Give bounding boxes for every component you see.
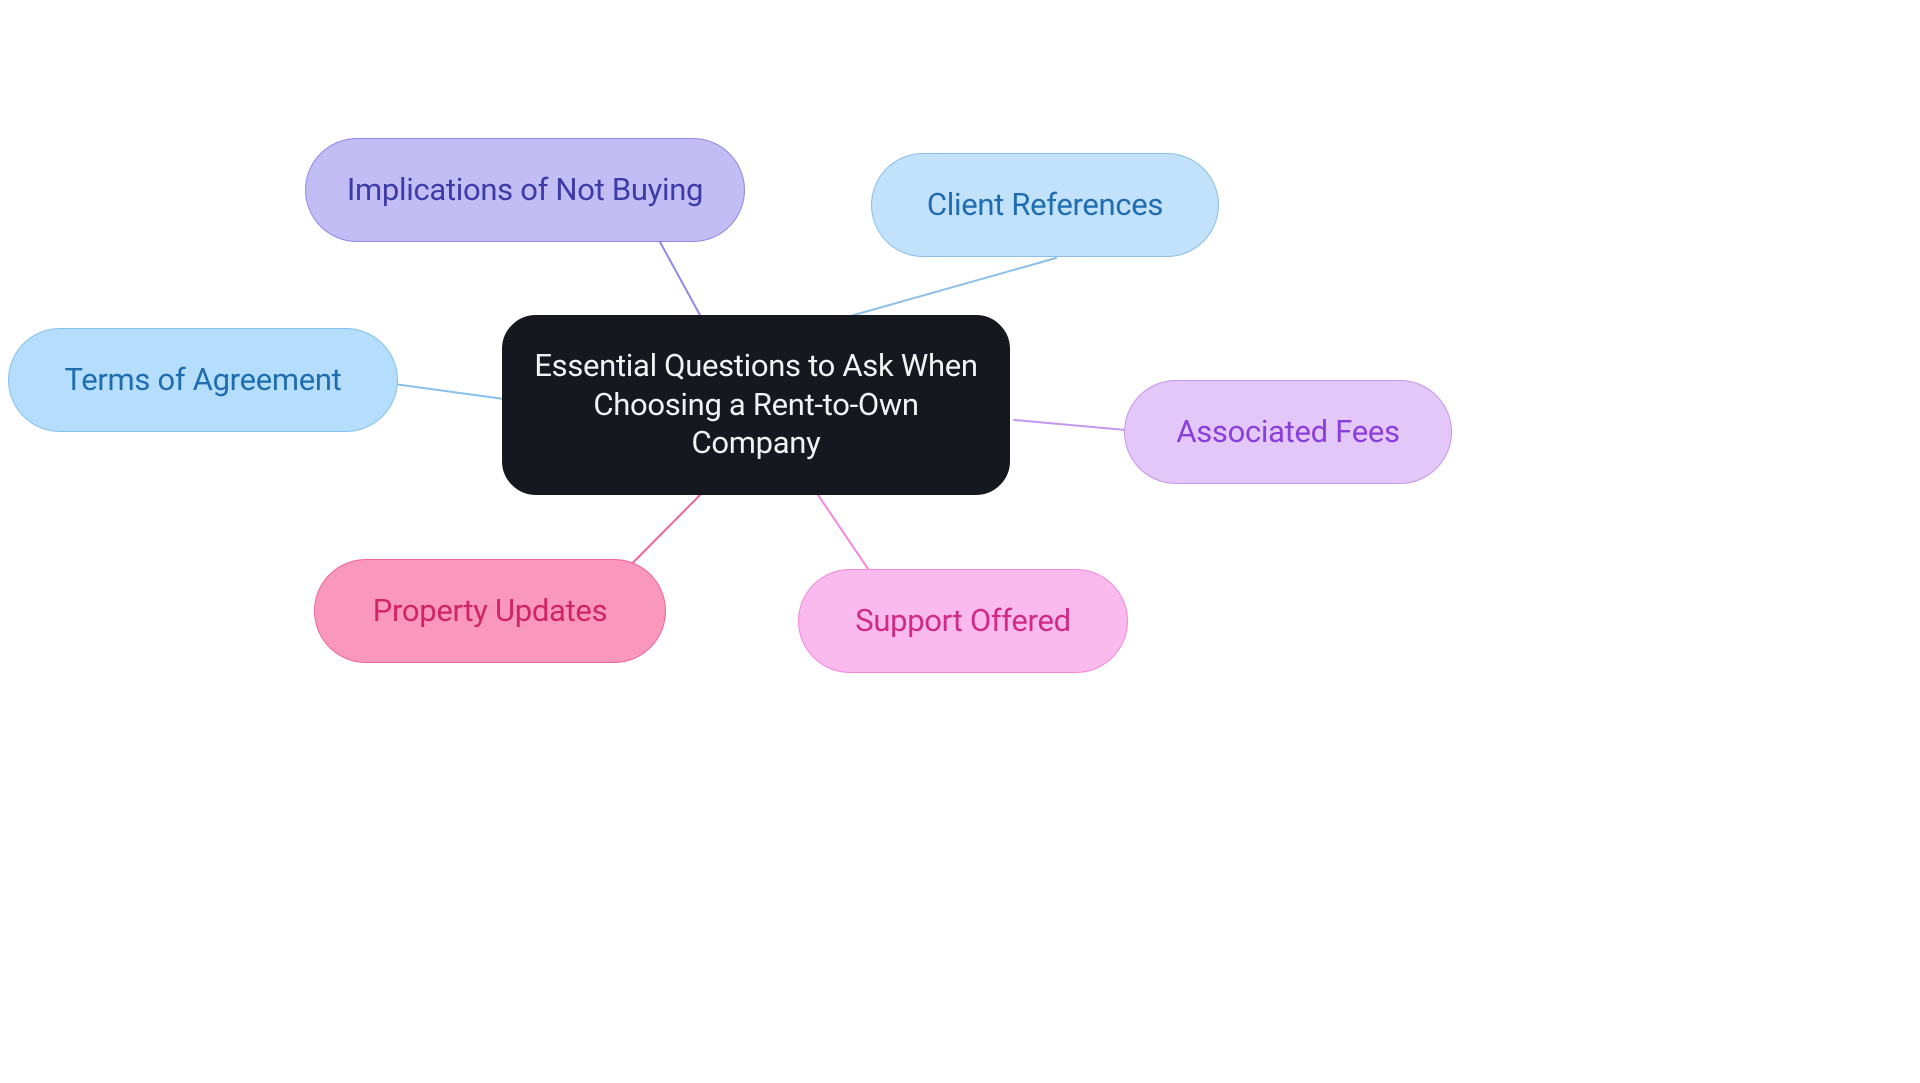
center-node-label: Essential Questions to Ask When Choosing…: [527, 347, 985, 463]
node-client-refs: Client References: [871, 153, 1219, 257]
node-terms-label: Terms of Agreement: [65, 361, 342, 400]
node-support: Support Offered: [798, 569, 1128, 673]
node-implications: Implications of Not Buying: [305, 138, 745, 242]
node-implications-label: Implications of Not Buying: [347, 171, 703, 210]
node-updates-label: Property Updates: [373, 592, 608, 631]
node-fees-label: Associated Fees: [1176, 413, 1399, 452]
node-client-refs-label: Client References: [927, 186, 1163, 225]
node-terms: Terms of Agreement: [8, 328, 398, 432]
edge: [660, 242, 706, 326]
center-node: Essential Questions to Ask When Choosing…: [502, 315, 1010, 495]
node-updates: Property Updates: [314, 559, 666, 663]
node-fees: Associated Fees: [1124, 380, 1452, 484]
node-support-label: Support Offered: [855, 602, 1071, 641]
mindmap-canvas: Essential Questions to Ask When Choosing…: [0, 0, 1920, 1083]
